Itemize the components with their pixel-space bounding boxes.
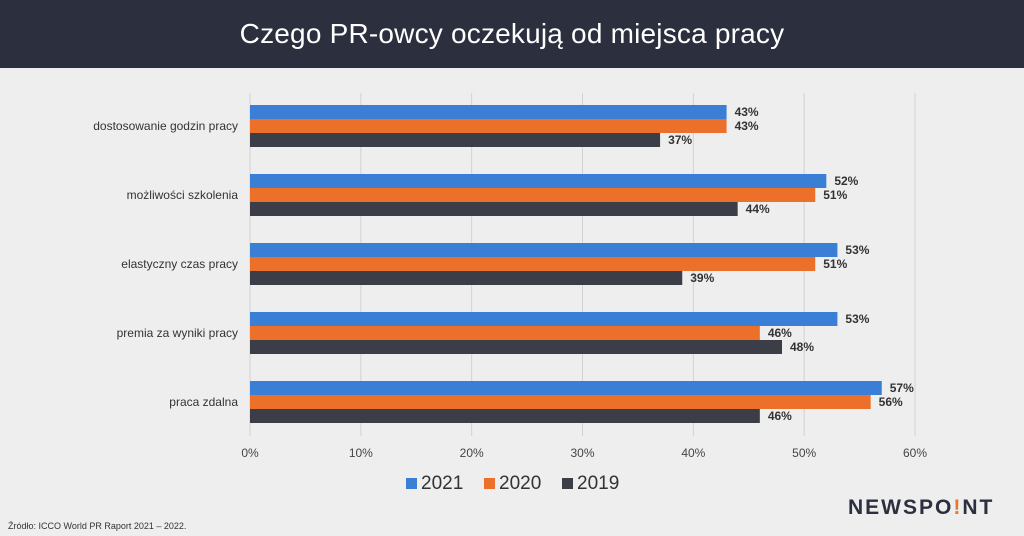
data-label: 37% [668,133,692,147]
data-label: 46% [768,409,792,423]
bar-chart: 0% 10% 20% 30% 40% 50% 60% dostosowanie godzin … [93,93,927,494]
bar [250,202,738,216]
bar [250,312,838,326]
x-tick-label: 60% [903,446,927,460]
legend-label: 2020 [499,473,541,494]
bar [250,257,816,271]
source-note: Źródło: ICCO World PR Raport 2021 – 2022… [8,521,187,531]
legend-label: 2019 [577,473,619,494]
x-tick-label: 10% [349,446,373,460]
bar [250,395,871,409]
bar [250,174,827,188]
data-label: 44% [746,202,770,216]
chart-panel: 0% 10% 20% 30% 40% 50% 60% dostosowanie godzin … [0,68,1024,536]
x-tick-label: 50% [792,446,816,460]
category-label: możliwości szkolenia [127,188,239,202]
legend-swatch [484,478,495,489]
x-tick-label: 20% [460,446,484,460]
bar [250,340,782,354]
bar [250,243,838,257]
bar [250,133,661,147]
category-label: praca zdalna [169,395,238,409]
x-tick-label: 0% [241,446,259,460]
category-label: premia za wyniki pracy [117,326,238,340]
bar [250,381,882,395]
data-label: 57% [890,381,914,395]
data-label: 48% [790,340,814,354]
category-label: elastyczny czas pracy [121,257,238,271]
data-label: 51% [823,188,847,202]
bar [250,326,760,340]
newspoint-logo: NEWSPO!NT [848,496,994,520]
bar [250,105,727,119]
bar [250,409,760,423]
legend-label: 2021 [421,473,463,494]
data-label: 39% [690,271,714,285]
data-label: 46% [768,326,792,340]
data-label: 56% [879,395,903,409]
data-label: 53% [845,243,869,257]
data-label: 51% [823,257,847,271]
legend-swatch [562,478,573,489]
data-label: 43% [735,105,759,119]
chart-title-bar: Czego PR-owcy oczekują od miejsca pracy [0,0,1024,68]
data-label: 43% [735,119,759,133]
bar [250,188,816,202]
category-label: dostosowanie godzin pracy [93,119,238,133]
logo-text-start: NEWSPO [848,496,954,519]
logo-accent: ! [953,496,963,519]
logo-text-end: NT [962,496,995,519]
bar [250,119,727,133]
x-tick-label: 40% [681,446,705,460]
data-label: 52% [834,174,858,188]
x-tick-label: 30% [570,446,594,460]
data-label: 53% [845,312,869,326]
legend-swatch [406,478,417,489]
bar [250,271,683,285]
page-title: Czego PR-owcy oczekują od miejsca pracy [239,18,785,49]
